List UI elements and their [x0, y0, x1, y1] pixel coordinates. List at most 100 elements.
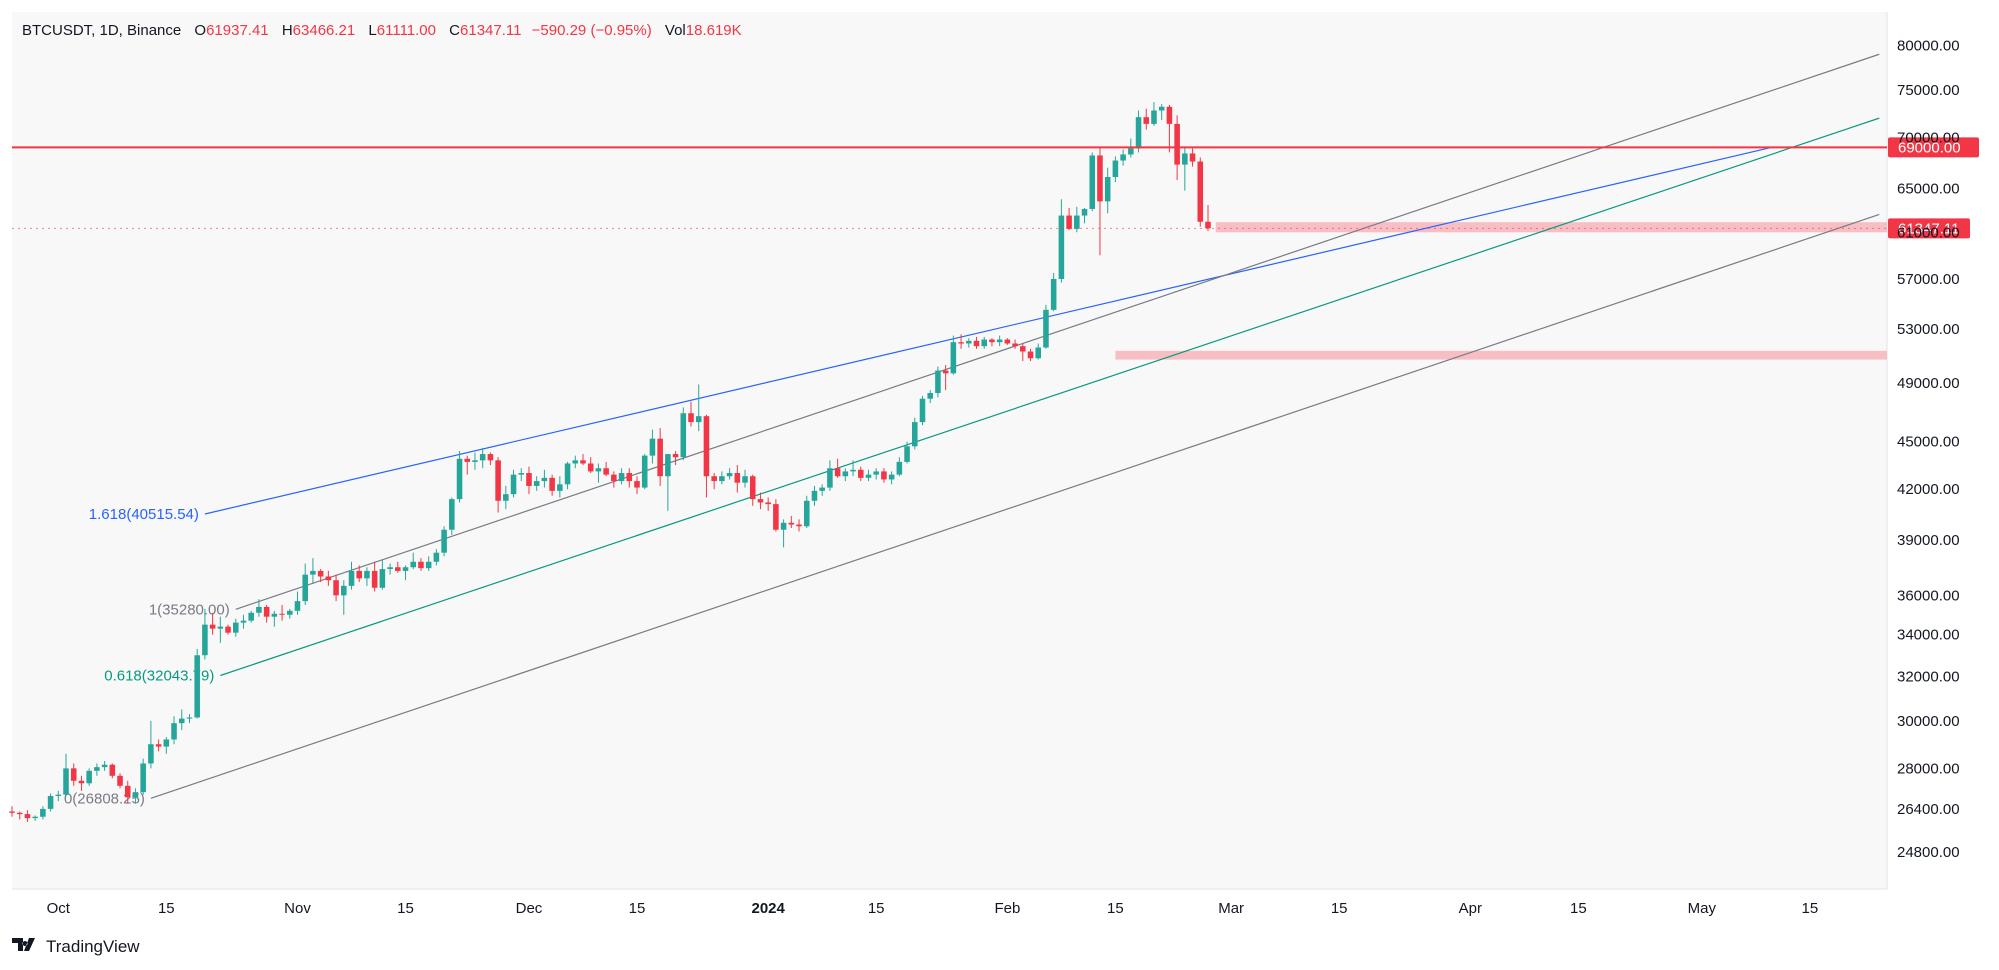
candle-body [333, 580, 339, 596]
candle-body [549, 477, 555, 491]
symbol-name: BTCUSDT, 1D, Binance [22, 22, 182, 39]
y-tick-label: 57000.00 [1897, 271, 1960, 288]
candle-body [1012, 343, 1018, 347]
candle-body [117, 775, 123, 786]
candle-body [950, 342, 957, 374]
candle-body [148, 744, 154, 764]
candle-body [1174, 123, 1180, 165]
candle-body [811, 490, 818, 501]
fib-label: 1.618(40515.54) [89, 506, 199, 523]
y-tick-label: 75000.00 [1897, 82, 1960, 99]
candle-body [225, 626, 231, 633]
candle-body [70, 768, 77, 781]
y-tick-label: 70000.00 [1897, 130, 1960, 147]
candle-body [178, 718, 185, 724]
candle-body [749, 476, 756, 500]
candle-body [209, 624, 216, 629]
candle-body [719, 476, 725, 482]
price-lines: 69000.00 61347.11 [12, 137, 1979, 239]
candle-body [587, 463, 594, 472]
fib-label: 0(26808.25) [64, 790, 145, 807]
change-value: −590.29 (−0.95%) [531, 22, 652, 39]
low-label: L [368, 22, 377, 39]
candle-body [418, 561, 424, 569]
candle-body [526, 473, 532, 486]
x-tick-label: Mar [1218, 900, 1244, 917]
candle-body [232, 622, 239, 633]
candle-body [163, 739, 170, 747]
candle-body [942, 370, 949, 374]
candle-body [1135, 117, 1142, 149]
candle-body [927, 392, 933, 399]
price-axis: 80000.00 75000.00 70000.00 65000.00 61000.00… [1897, 38, 1960, 861]
candle-body [1112, 160, 1119, 177]
candle-body [981, 339, 987, 347]
candle-body [688, 413, 694, 423]
y-tick-label: 39000.00 [1897, 532, 1960, 549]
candle-body [850, 469, 856, 472]
candle-body [256, 606, 262, 613]
open-value: 61937.41 [206, 22, 269, 39]
candle-body [665, 454, 671, 477]
high-label: H [281, 22, 293, 39]
candle-body [32, 816, 38, 819]
candle-body [240, 620, 247, 623]
y-tick-label: 28000.00 [1897, 760, 1960, 777]
symbol-legend: BTCUSDT, 1D, Binance O61937.41 H63466.21… [22, 22, 742, 39]
candle-body [533, 481, 540, 486]
candle-body [325, 576, 332, 581]
candle-body [86, 770, 92, 784]
candle-body [1081, 208, 1088, 216]
candle-body [47, 795, 54, 809]
candle-body [958, 342, 964, 344]
candle-body [1189, 153, 1196, 162]
candle-body [626, 473, 633, 482]
support-zone [1215, 222, 1887, 233]
candle-body [472, 460, 478, 462]
candle-body [395, 567, 401, 571]
last-price-label: 61347.11 [1898, 220, 1959, 237]
y-tick-label: 61000.00 [1897, 224, 1960, 241]
candle-body [518, 473, 525, 475]
candle-body [78, 780, 85, 784]
low-value: 61111.00 [376, 22, 436, 39]
candle-body [989, 339, 995, 343]
tradingview-brand[interactable]: TradingView [12, 936, 140, 957]
candle-body [449, 499, 455, 530]
candle-body [873, 471, 879, 475]
candle-body [649, 438, 656, 456]
x-tick-label: 2024 [751, 900, 785, 917]
candle-body [803, 500, 810, 527]
candle-body [124, 785, 131, 798]
candles [9, 102, 1211, 823]
candle-body [294, 601, 301, 611]
x-tick-label: 15 [397, 900, 414, 917]
candle-body [1066, 215, 1072, 229]
candle-body [356, 570, 362, 579]
x-tick-label: 15 [1331, 900, 1348, 917]
fib-label: 0.618(32043.79) [104, 667, 214, 684]
candle-body [557, 484, 563, 491]
candle-body [857, 469, 864, 478]
candle-body [742, 476, 748, 483]
volume-label: Vol [664, 22, 686, 39]
x-tick-label: 15 [868, 900, 885, 917]
y-tick-label: 65000.00 [1897, 181, 1960, 198]
fib-label: 1(35280.00) [149, 601, 230, 618]
candle-body [842, 471, 849, 477]
candle-body [1035, 347, 1042, 359]
candle-body [109, 764, 116, 776]
candle-body [371, 570, 378, 588]
candle-body [672, 454, 679, 458]
candle-body [217, 626, 224, 629]
candle-body [94, 767, 100, 771]
candle-body [1128, 148, 1134, 155]
candle-body [888, 474, 895, 480]
candle-body [464, 458, 471, 462]
candle-body [618, 473, 625, 482]
y-tick-label: 49000.00 [1897, 375, 1960, 392]
time-axis: Oct 15 Nov 15 Dec 15 2024 15 Feb 15 Mar 15 Apr 15 May 1… [47, 900, 1819, 917]
x-tick-label: Feb [994, 900, 1020, 917]
candle-body [1166, 106, 1173, 124]
